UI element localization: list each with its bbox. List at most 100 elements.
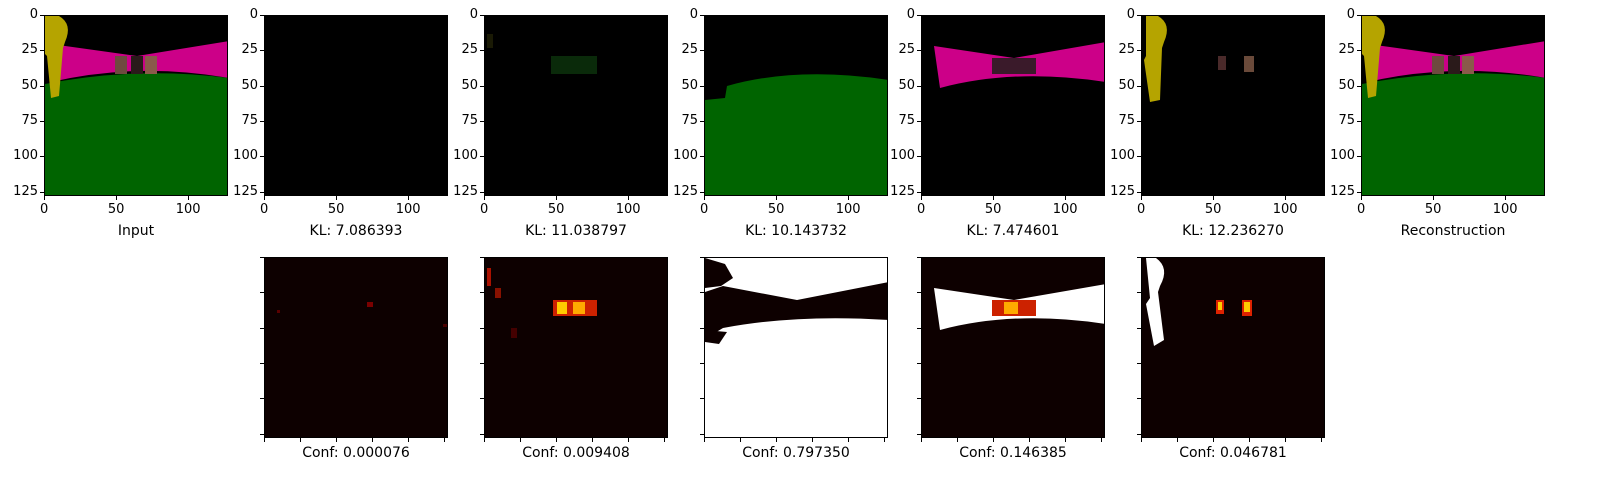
y-tick-mark xyxy=(260,15,264,16)
caption-conf-2: Conf: 0.009408 xyxy=(522,445,630,461)
x-tick-mark xyxy=(1176,438,1178,442)
x-tick-label: 50 xyxy=(984,202,1002,217)
x-tick-mark xyxy=(1064,438,1066,442)
x-tick-mark xyxy=(1064,196,1066,200)
y-tick-mark xyxy=(700,363,704,365)
y-tick-mark xyxy=(40,156,44,158)
x-tick-label: 0 xyxy=(260,202,269,217)
y-tick-label: 0 xyxy=(1346,7,1355,22)
y-tick-mark xyxy=(917,15,921,16)
y-tick-mark xyxy=(260,85,264,87)
conf-map-4 xyxy=(921,257,1105,438)
y-tick-mark xyxy=(700,327,704,329)
x-tick-label: 100 xyxy=(615,202,641,217)
caption-reconstruction: Reconstruction xyxy=(1400,223,1506,239)
x-tick-label: 50 xyxy=(327,202,345,217)
x-tick-mark xyxy=(519,438,521,442)
x-tick-mark xyxy=(775,438,777,442)
y-tick-mark xyxy=(1137,433,1141,435)
y-tick-label: 25 xyxy=(461,42,478,58)
slot-3-image xyxy=(704,15,888,196)
x-tick-label: 50 xyxy=(107,202,125,217)
x-tick-mark xyxy=(883,438,885,442)
x-tick-mark xyxy=(443,438,445,442)
x-tick-label: 0 xyxy=(917,202,926,217)
y-tick-mark xyxy=(700,85,704,87)
x-tick-mark xyxy=(992,196,994,200)
x-tick-mark xyxy=(484,438,485,442)
x-tick-mark xyxy=(555,438,557,442)
y-tick-label: 0 xyxy=(689,7,698,22)
x-tick-mark xyxy=(1320,438,1322,442)
y-tick-mark xyxy=(1357,191,1361,193)
y-tick-mark xyxy=(917,292,921,294)
x-tick-mark xyxy=(407,196,409,200)
y-tick-mark xyxy=(1137,156,1141,158)
y-tick-mark xyxy=(480,433,484,435)
x-tick-mark xyxy=(555,196,557,200)
y-tick-mark xyxy=(700,50,704,52)
y-tick-mark xyxy=(260,191,264,193)
slot-1-image xyxy=(264,15,448,196)
y-tick-mark xyxy=(1137,363,1141,365)
y-tick-mark xyxy=(1357,50,1361,52)
x-tick-label: 0 xyxy=(700,202,709,217)
conf-map-3 xyxy=(704,257,888,438)
y-tick-label: 75 xyxy=(461,113,478,129)
y-tick-label: 125 xyxy=(890,183,915,199)
x-tick-mark xyxy=(1141,438,1142,442)
x-tick-mark xyxy=(847,196,849,200)
x-tick-mark xyxy=(187,196,189,200)
caption-kl-3: KL: 10.143732 xyxy=(745,223,847,239)
x-tick-mark xyxy=(739,438,741,442)
y-tick-mark xyxy=(260,50,264,52)
caption-kl-2: KL: 11.038797 xyxy=(525,223,627,239)
y-tick-label: 0 xyxy=(906,7,915,22)
y-tick-mark xyxy=(917,121,921,123)
x-tick-label: 100 xyxy=(1052,202,1078,217)
y-tick-label: 100 xyxy=(13,148,38,164)
y-tick-mark xyxy=(260,156,264,158)
y-tick-mark xyxy=(917,257,921,258)
y-tick-mark xyxy=(1357,121,1361,123)
y-tick-mark xyxy=(40,50,44,52)
y-tick-mark xyxy=(700,292,704,294)
x-tick-mark xyxy=(299,438,301,442)
caption-conf-5: Conf: 0.046781 xyxy=(1179,445,1287,461)
y-tick-mark xyxy=(1137,50,1141,52)
x-tick-mark xyxy=(1141,196,1142,200)
x-tick-mark xyxy=(627,438,629,442)
y-tick-mark xyxy=(1137,85,1141,87)
x-tick-label: 100 xyxy=(395,202,421,217)
x-tick-mark xyxy=(847,438,849,442)
reconstruction-image xyxy=(1361,15,1545,196)
x-tick-mark xyxy=(44,196,45,200)
x-tick-mark xyxy=(811,438,813,442)
y-tick-mark xyxy=(480,363,484,365)
y-tick-mark xyxy=(917,363,921,365)
y-tick-label: 100 xyxy=(673,148,698,164)
y-tick-mark xyxy=(1137,121,1141,123)
y-tick-mark xyxy=(480,257,484,258)
x-tick-mark xyxy=(992,438,994,442)
slot-5-image xyxy=(1141,15,1325,196)
x-tick-label: 100 xyxy=(175,202,201,217)
x-tick-mark xyxy=(921,438,922,442)
y-tick-mark xyxy=(917,50,921,52)
caption-conf-3: Conf: 0.797350 xyxy=(742,445,850,461)
y-tick-mark xyxy=(917,191,921,193)
y-tick-label: 0 xyxy=(249,7,258,22)
conf-map-2 xyxy=(484,257,668,438)
y-tick-label: 100 xyxy=(1110,148,1135,164)
x-tick-mark xyxy=(1504,196,1506,200)
y-tick-label: 75 xyxy=(1338,113,1355,129)
y-tick-label: 25 xyxy=(1338,42,1355,58)
conf-map-5 xyxy=(1141,257,1325,438)
y-tick-mark xyxy=(480,292,484,294)
y-tick-label: 100 xyxy=(453,148,478,164)
y-tick-mark xyxy=(260,292,264,294)
y-tick-mark xyxy=(480,398,484,400)
y-tick-mark xyxy=(40,121,44,123)
y-tick-label: 75 xyxy=(681,113,698,129)
x-tick-mark xyxy=(335,438,337,442)
